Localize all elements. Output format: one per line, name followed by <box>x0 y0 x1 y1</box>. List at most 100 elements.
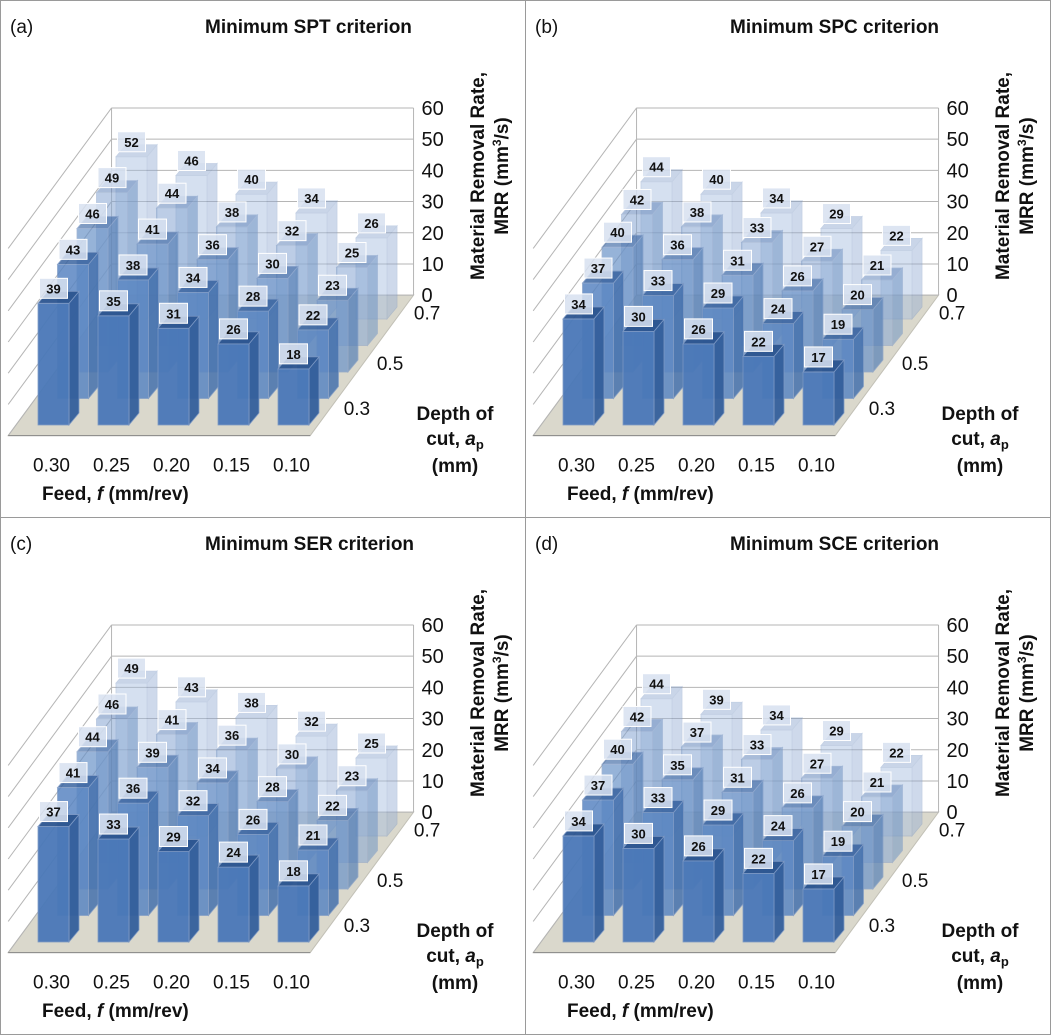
data-label-box <box>643 270 673 292</box>
data-label-box <box>862 771 892 793</box>
data-label-box <box>97 167 127 189</box>
data-label: 18 <box>286 864 300 879</box>
depth-axis-label-symbol: a <box>465 946 476 967</box>
gridline-side <box>532 170 637 312</box>
x-tick-label: 0.25 <box>93 973 130 994</box>
x-tick-label: 0.30 <box>33 973 70 994</box>
bar-side <box>911 754 923 838</box>
bar-front <box>97 838 130 943</box>
data-label: 25 <box>364 736 378 751</box>
depth-axis-label-subscript: p <box>1001 437 1009 452</box>
z-tick-label: 20 <box>422 740 444 762</box>
data-label: 36 <box>205 238 219 253</box>
data-label-box <box>238 285 268 307</box>
z-tick-label: 40 <box>947 160 969 182</box>
data-label-box <box>622 705 652 727</box>
data-label-box <box>157 182 187 204</box>
depth-axis-label-text: cut, <box>951 946 990 967</box>
z-axis-label-line1: Material Removal Rate, <box>468 589 489 797</box>
bar-front <box>622 847 655 943</box>
data-label-box <box>298 304 328 326</box>
z-axis-label-line2: MRR (mm3/s) <box>490 634 513 752</box>
data-label: 29 <box>829 724 843 739</box>
z-axis-label-suffix: /s) <box>492 634 513 656</box>
data-label-box <box>78 726 107 748</box>
z-tick-label: 30 <box>422 192 444 214</box>
data-label: 37 <box>591 778 605 793</box>
panel-b-chart: 0 10 20 30 40 50 60 22 29 34 40 44 21 27 33 38 42 20 26 31 3… <box>532 17 1038 505</box>
data-label-box <box>603 221 632 243</box>
bar-side <box>367 254 378 347</box>
data-label-box <box>277 220 307 242</box>
data-label: 29 <box>711 286 725 301</box>
data-label: 29 <box>829 207 843 222</box>
x-axis-label: Feed, f (mm/rev) <box>567 484 714 505</box>
data-label-box <box>564 810 593 832</box>
data-label: 22 <box>325 798 339 813</box>
data-label-box <box>744 847 773 869</box>
data-label-box <box>198 757 227 779</box>
gridline-side <box>7 138 112 280</box>
data-label: 39 <box>709 692 723 707</box>
data-label: 21 <box>306 828 320 843</box>
data-label-box <box>117 131 146 153</box>
data-label-box <box>39 277 68 299</box>
data-label-box <box>118 777 148 799</box>
data-label: 31 <box>730 253 744 268</box>
bar <box>802 358 845 427</box>
bar-front <box>802 371 835 426</box>
bar-front <box>682 860 715 943</box>
data-label: 36 <box>670 238 684 253</box>
data-label-box <box>337 765 367 787</box>
data-label: 26 <box>691 839 705 854</box>
data-label: 28 <box>265 780 279 795</box>
data-label: 46 <box>105 697 119 712</box>
bar-side <box>733 811 744 917</box>
bar-side <box>268 821 279 917</box>
data-label-box <box>663 754 692 776</box>
data-label-box <box>744 330 773 352</box>
panel-label: (b) <box>535 17 558 38</box>
bar-front <box>622 330 655 426</box>
bar-front <box>157 851 190 943</box>
depth-axis-label-text: cut, <box>951 429 990 450</box>
data-label-box <box>99 813 128 835</box>
data-label-box <box>802 752 832 774</box>
z-tick-label: 10 <box>422 254 444 276</box>
x-tick-label: 0.25 <box>618 456 655 477</box>
x-axis-label-units: (mm/rev) <box>628 1001 714 1022</box>
z-tick-label: 40 <box>422 160 444 182</box>
data-label: 24 <box>226 845 241 860</box>
x-tick-label: 0.15 <box>213 973 250 994</box>
bar-front <box>277 885 310 943</box>
data-label-box <box>58 762 88 784</box>
depth-tick-label: 0.3 <box>344 916 370 937</box>
depth-tick-label: 0.3 <box>869 916 895 937</box>
z-axis-label-line1: Material Removal Rate, <box>993 589 1014 797</box>
data-label-box <box>177 149 206 171</box>
data-label-box <box>237 691 266 713</box>
data-label: 35 <box>106 294 120 309</box>
data-label: 33 <box>750 738 764 753</box>
bar-side <box>593 822 605 944</box>
z-tick-label: 60 <box>422 98 444 120</box>
data-label-box <box>99 290 128 312</box>
data-label-box <box>702 688 731 710</box>
bar-side <box>248 854 260 944</box>
data-label: 34 <box>304 191 319 206</box>
z-tick-label: 60 <box>947 98 969 120</box>
data-label: 32 <box>304 714 318 729</box>
z-tick-label: 30 <box>947 709 969 731</box>
depth-axis-label-text: cut, <box>426 946 465 967</box>
data-label: 43 <box>66 242 80 257</box>
data-label: 22 <box>751 851 765 866</box>
depth-axis-label-line1: Depth of <box>941 921 1019 942</box>
z-axis-label-superscript: 3 <box>490 656 504 663</box>
data-label: 34 <box>205 761 220 776</box>
bar <box>97 825 140 944</box>
x-tick-label: 0.30 <box>33 456 70 477</box>
z-axis-label-superscript: 3 <box>1015 656 1029 663</box>
data-label-box <box>178 266 208 288</box>
data-label: 42 <box>630 709 644 724</box>
depth-axis-label-line2: cut, ap <box>951 946 1009 969</box>
